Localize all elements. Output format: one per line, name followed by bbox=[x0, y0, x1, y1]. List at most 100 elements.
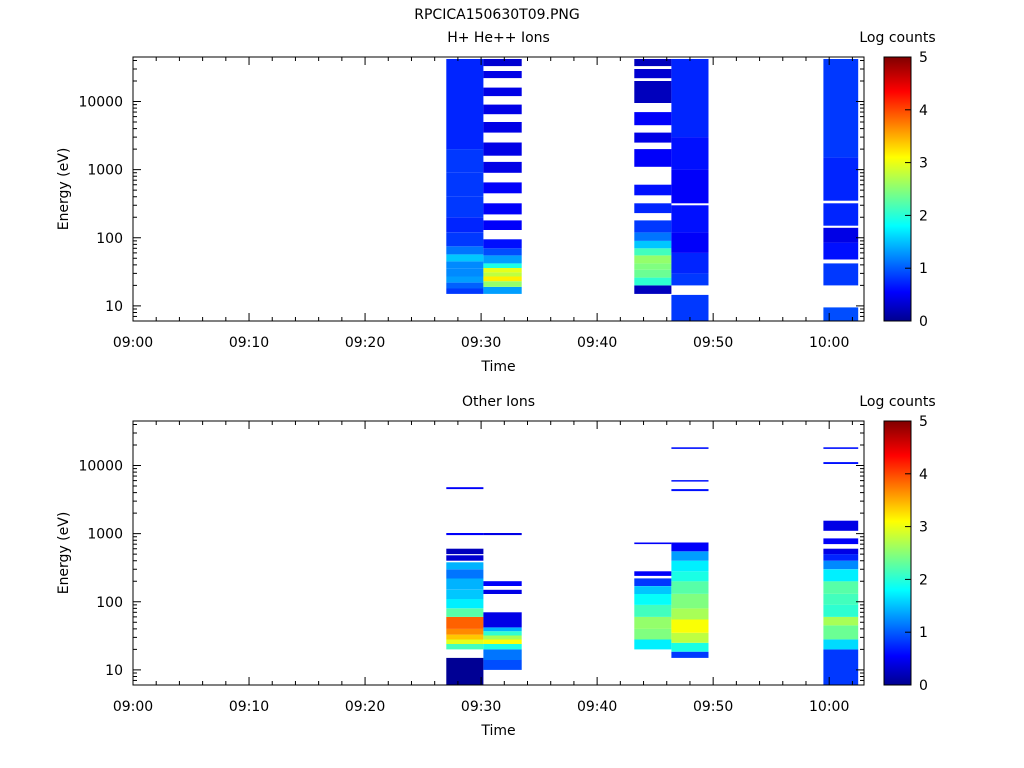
heatmap-cell bbox=[671, 489, 709, 492]
heatmap-cell bbox=[634, 263, 672, 270]
heatmap-cell bbox=[823, 639, 859, 650]
heatmap-cell bbox=[823, 581, 859, 594]
heatmap-cell bbox=[823, 569, 859, 582]
y-tick-label: 1000 bbox=[87, 163, 123, 179]
heatmap-cell bbox=[446, 555, 484, 561]
heatmap-cell bbox=[483, 649, 522, 660]
heatmap-cell bbox=[823, 157, 859, 201]
heatmap-cell bbox=[446, 122, 484, 150]
heatmap-cell bbox=[446, 598, 484, 609]
colorbar-tick-label: 1 bbox=[919, 625, 928, 641]
heatmap-cell bbox=[483, 612, 522, 628]
heatmap-cell bbox=[446, 562, 484, 570]
heatmap-cell bbox=[483, 104, 522, 115]
heatmap-cell bbox=[823, 604, 859, 617]
colorbar-tick-label: 0 bbox=[919, 678, 928, 694]
colorbar-tick-label: 3 bbox=[919, 156, 928, 172]
heatmap-cell bbox=[483, 122, 522, 133]
heatmap-cell bbox=[671, 642, 709, 652]
heatmap-cell bbox=[634, 149, 672, 167]
heatmap-cell bbox=[671, 619, 709, 633]
plot-frame bbox=[132, 420, 865, 686]
plot-frame bbox=[132, 56, 865, 322]
heatmap-cell bbox=[446, 254, 484, 262]
y-axis-label: Energy (eV) bbox=[56, 148, 72, 231]
heatmap-cell bbox=[483, 276, 522, 282]
heatmap-cell bbox=[823, 538, 859, 545]
heatmap-cell bbox=[446, 623, 484, 629]
heatmap-cell bbox=[823, 59, 859, 90]
colorbar-tick-label: 1 bbox=[919, 261, 928, 277]
heatmap-cell bbox=[483, 268, 522, 273]
x-tick-label: 09:10 bbox=[229, 699, 269, 715]
x-tick-label: 09:40 bbox=[577, 699, 617, 715]
heatmap-cell bbox=[823, 447, 859, 449]
heatmap-cell bbox=[671, 59, 709, 102]
heatmap-cell bbox=[823, 462, 859, 464]
colorbar-label: Log counts bbox=[859, 394, 935, 410]
heatmap-cell bbox=[446, 89, 484, 122]
heatmap-cell bbox=[446, 246, 484, 255]
heatmap-cell bbox=[671, 581, 709, 594]
heatmap-cell bbox=[446, 548, 484, 555]
colorbar-tick-label: 4 bbox=[919, 467, 928, 483]
x-tick-label: 09:20 bbox=[345, 335, 385, 351]
heatmap-cell bbox=[446, 59, 484, 90]
heatmap-cell bbox=[446, 268, 484, 277]
x-tick-label: 09:20 bbox=[345, 699, 385, 715]
heatmap-cell bbox=[823, 520, 859, 531]
heatmap-cell bbox=[483, 142, 522, 156]
heatmap-cell bbox=[671, 447, 709, 449]
heatmap-cell bbox=[634, 220, 672, 233]
heatmap-cell bbox=[483, 627, 522, 632]
heatmap-cell bbox=[671, 169, 709, 204]
heatmap-cell bbox=[634, 604, 672, 617]
heatmap-cell bbox=[634, 255, 672, 264]
colorbar-tick-label: 2 bbox=[919, 208, 928, 224]
panel-title: H+ He++ Ions bbox=[447, 30, 550, 46]
heatmap-cell bbox=[483, 533, 522, 536]
heatmap-cell bbox=[671, 480, 709, 482]
heatmap-cell bbox=[671, 551, 709, 561]
heatmap-cell bbox=[446, 589, 484, 599]
heatmap-cell bbox=[671, 273, 709, 286]
x-tick-label: 09:40 bbox=[577, 335, 617, 351]
heatmap-cell bbox=[446, 217, 484, 233]
heatmap-cell bbox=[483, 71, 522, 79]
heatmap-cell bbox=[483, 87, 522, 97]
heatmap-cell bbox=[446, 634, 484, 640]
spectrogram-panel: 09:00 09:10 09:20 09:30 09:40 09:50 10:0010100… bbox=[56, 30, 936, 375]
heatmap-cell bbox=[446, 282, 484, 289]
heatmap-cell bbox=[634, 184, 672, 196]
heatmap-cell bbox=[483, 281, 522, 287]
heatmap-cell bbox=[446, 232, 484, 247]
heatmap-cell bbox=[634, 240, 672, 249]
heatmap-cell bbox=[671, 608, 709, 620]
heatmap-cell bbox=[823, 560, 859, 570]
colorbar-tick-label: 2 bbox=[919, 572, 928, 588]
panel-title: Other Ions bbox=[462, 394, 535, 410]
heatmap-cell bbox=[483, 631, 522, 636]
y-tick-label: 10 bbox=[105, 663, 123, 679]
heatmap-cell bbox=[671, 101, 709, 138]
x-tick-label: 10:00 bbox=[809, 699, 849, 715]
x-tick-label: 09:10 bbox=[229, 335, 269, 351]
heatmap-cell bbox=[634, 59, 672, 67]
heatmap-cell bbox=[483, 220, 522, 230]
spectrogram-panels: 09:00 09:10 09:20 09:30 09:40 09:50 10:0010100… bbox=[56, 30, 936, 739]
heatmap-cell bbox=[483, 659, 522, 670]
x-tick-label: 09:00 bbox=[113, 699, 153, 715]
y-tick-label: 10 bbox=[105, 299, 123, 315]
heatmap-cell bbox=[446, 569, 484, 579]
heatmap-cell bbox=[446, 608, 484, 617]
heatmap-cell bbox=[446, 644, 484, 650]
y-axis-label: Energy (eV) bbox=[56, 512, 72, 595]
colorbar-tick-label: 3 bbox=[919, 520, 928, 536]
heatmap-cell bbox=[823, 307, 859, 321]
heatmap-cell bbox=[634, 277, 672, 286]
heatmap-cell bbox=[634, 132, 672, 143]
heatmap-cell bbox=[634, 594, 672, 605]
heatmap-cell bbox=[823, 242, 859, 260]
heatmap-cell bbox=[483, 248, 522, 256]
